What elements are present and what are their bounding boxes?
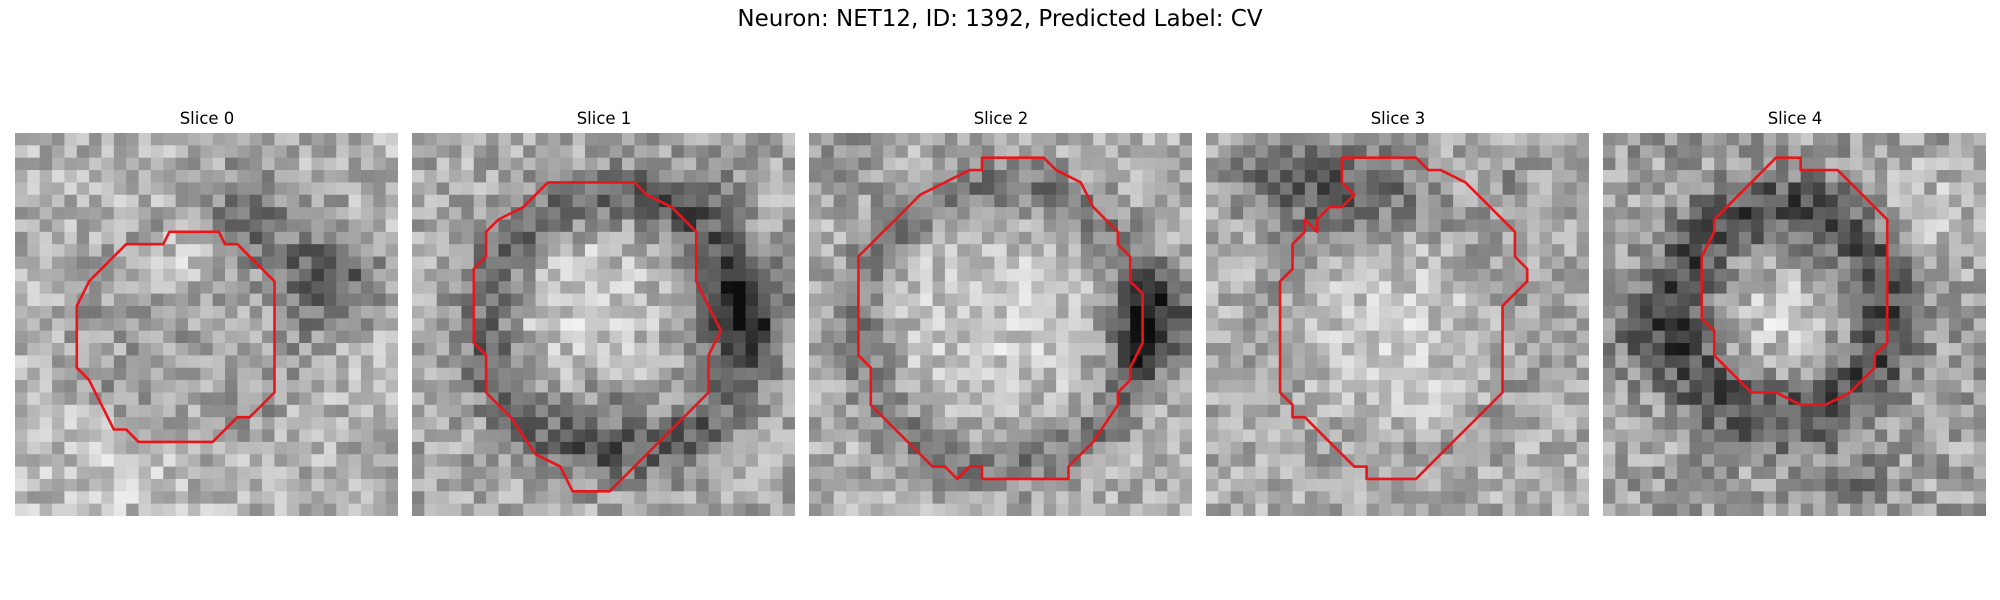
contour-outline [1700, 156, 1889, 407]
slice-image-4 [1603, 133, 1986, 516]
slice-panel-4: Slice 4 [1603, 108, 1987, 516]
slice-title-1: Slice 1 [576, 109, 632, 128]
slice-panel-3: Slice 3 [1206, 108, 1590, 516]
slice-panel-0: Slice 0 [15, 108, 399, 516]
contour-outline [857, 156, 1144, 481]
slice-title-0: Slice 0 [179, 109, 235, 128]
contour-outline [1278, 156, 1529, 481]
slice-image-2 [809, 133, 1192, 516]
figure-title: Neuron: NET12, ID: 1392, Predicted Label… [737, 6, 1263, 32]
contour-outline [472, 181, 723, 493]
slice-panel-2: Slice 2 [809, 108, 1193, 516]
slice-image-3 [1206, 133, 1589, 516]
slice-title-4: Slice 4 [1767, 109, 1823, 128]
slice-title-3: Slice 3 [1370, 109, 1426, 128]
slice-image-0 [15, 133, 398, 516]
slice-title-2: Slice 2 [973, 109, 1029, 128]
slice-image-1 [412, 133, 795, 516]
contour-outline [75, 230, 276, 444]
slice-panel-1: Slice 1 [412, 108, 796, 516]
